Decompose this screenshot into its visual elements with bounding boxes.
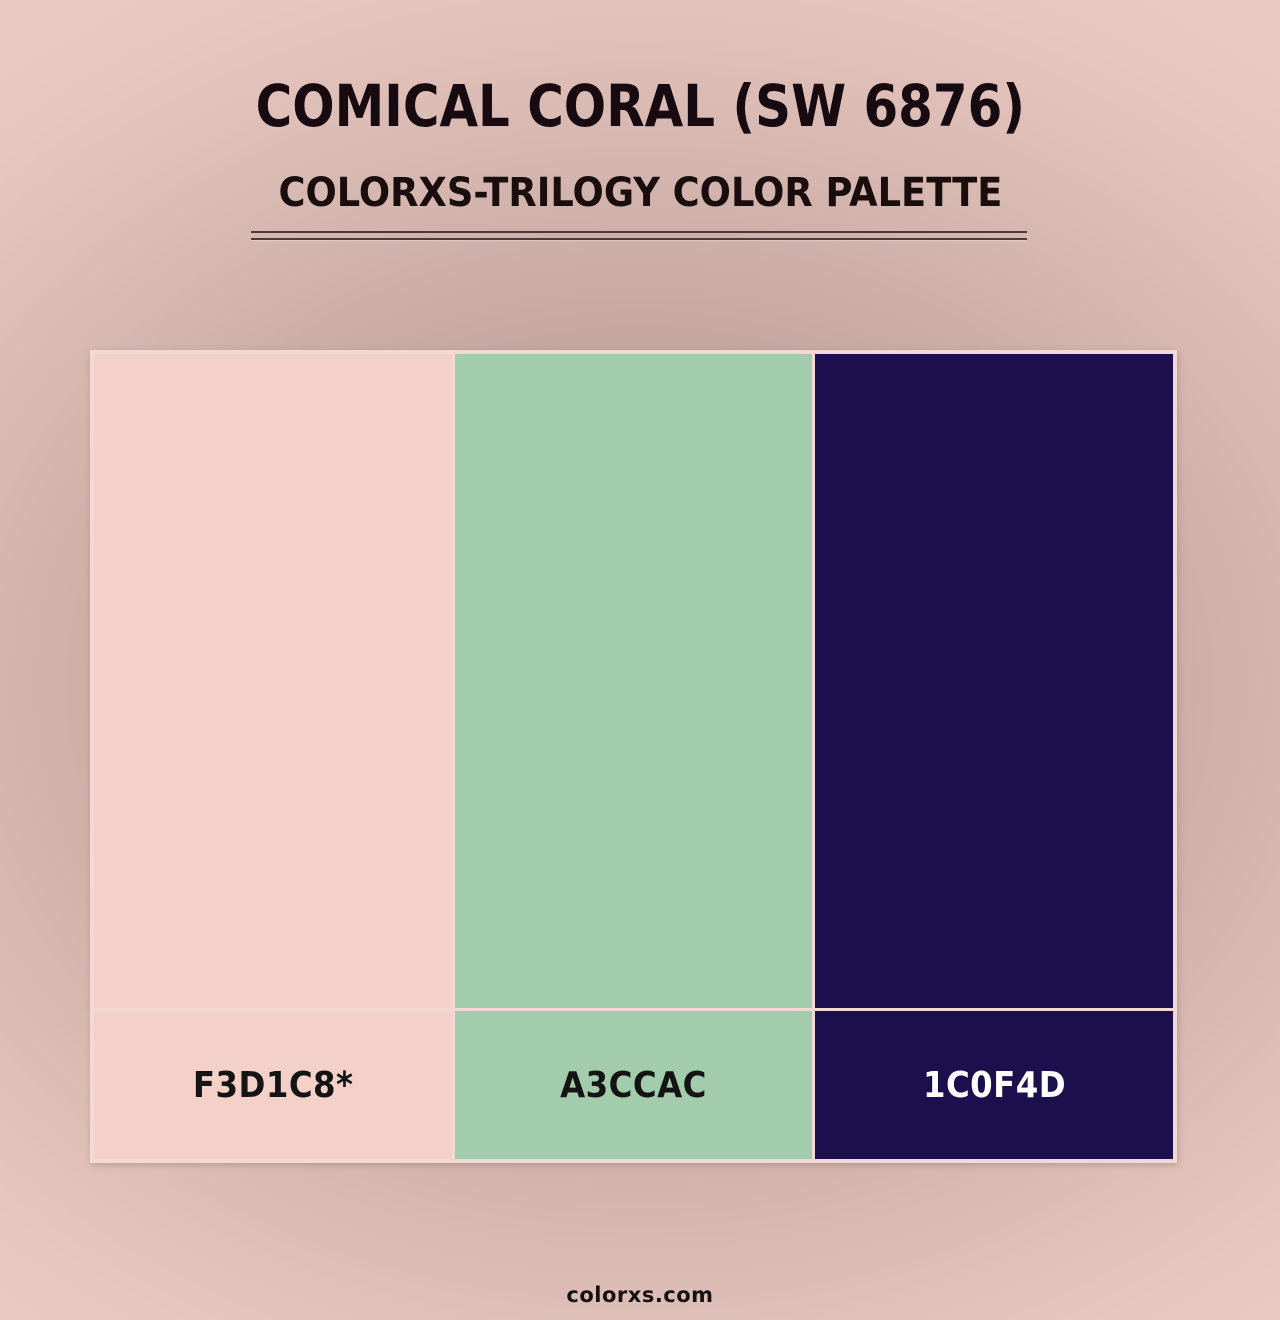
hex-code-label: A3CCAC <box>560 1064 707 1106</box>
header-divider <box>251 231 1027 240</box>
hex-code-label: F3D1C8* <box>192 1064 354 1106</box>
page-title: COMICAL CORAL (SW 6876) <box>255 72 1025 140</box>
header: COMICAL CORAL (SW 6876) COLORXS-TRILOGY … <box>0 76 1280 215</box>
hex-code-label: 1C0F4D <box>922 1064 1066 1106</box>
swatch-1c0f4d <box>815 354 1173 1008</box>
color-palette-grid: F3D1C8* A3CCAC 1C0F4D <box>90 350 1177 1163</box>
swatch-a3ccac <box>454 354 813 1008</box>
footer-watermark: colorxs.com <box>566 1283 714 1307</box>
footer: colorxs.com <box>0 1283 1280 1307</box>
page-subtitle: COLORXS-TRILOGY COLOR PALETTE <box>278 169 1002 216</box>
page-subtitle-row: COLORXS-TRILOGY COLOR PALETTE <box>0 171 1280 215</box>
swatch-label-cell-1c0f4d: 1C0F4D <box>815 1011 1173 1159</box>
swatch-f3d1c8 <box>94 354 452 1008</box>
swatch-label-cell-a3ccac: A3CCAC <box>454 1011 813 1159</box>
swatch-label-cell-f3d1c8: F3D1C8* <box>94 1011 452 1159</box>
